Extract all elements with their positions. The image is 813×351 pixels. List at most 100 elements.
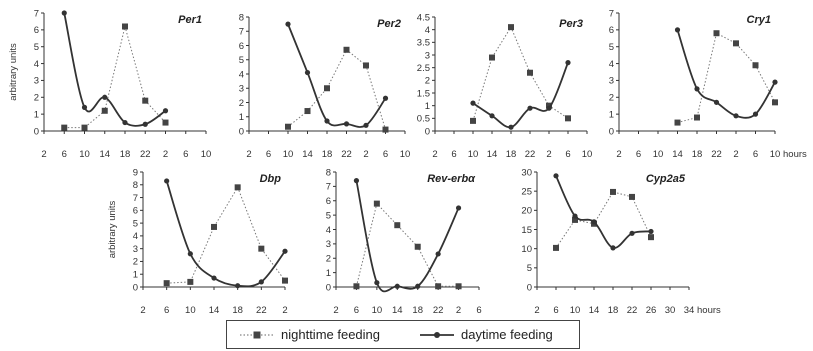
x-tick-label-cry1: 6 — [636, 149, 641, 160]
x-tick-label-cyp2a5: 30 — [665, 305, 676, 316]
x-tick-label-per3: 2 — [432, 149, 437, 160]
y-tick-label-per2: 4 — [239, 69, 244, 80]
data-point-daytime-cry1 — [674, 27, 681, 33]
x-tick-label-cry1: 2 — [733, 149, 738, 160]
x-tick-label-rev-erb: 10 — [372, 305, 383, 316]
data-point-daytime-rev-erb — [353, 178, 360, 184]
x-tick-label-per1: 6 — [183, 149, 188, 160]
data-point-nighttime-per1 — [142, 97, 149, 104]
y-tick-label-rev-erb: 2 — [326, 254, 331, 265]
y-axis-label-dbp: arbitrary units — [107, 200, 118, 258]
data-point-daytime-cry1 — [733, 113, 739, 119]
y-tick-label-per3: 3 — [425, 50, 430, 61]
data-point-nighttime-cry1 — [772, 99, 778, 106]
data-point-daytime-per1 — [61, 10, 67, 16]
data-point-nighttime-cry1 — [694, 114, 700, 121]
data-point-daytime-per1 — [142, 121, 148, 127]
data-point-daytime-dbp — [235, 283, 241, 289]
x-tick-label-per2: 10 — [400, 149, 411, 160]
data-point-nighttime-per1 — [61, 124, 68, 131]
y-tick-label-rev-erb: 5 — [326, 210, 331, 221]
y-tick-label-dbp: 5 — [133, 218, 138, 229]
y-tick-label-cyp2a5: 5 — [527, 263, 532, 274]
y-tick-label-rev-erb: 3 — [326, 239, 331, 250]
y-tick-label-rev-erb: 0 — [326, 282, 331, 293]
chart-legend: nighttime feeding daytime feeding — [226, 320, 580, 349]
legend-label-daytime: daytime feeding — [461, 327, 553, 342]
data-point-daytime-rev-erb — [455, 205, 462, 211]
y-tick-label-per2: 7 — [239, 27, 244, 38]
data-point-daytime-per3 — [565, 60, 571, 66]
x-tick-label-per2: 6 — [266, 149, 271, 160]
x-tick-label-dbp: 14 — [209, 305, 220, 316]
data-point-daytime-per3 — [546, 105, 552, 111]
data-point-nighttime-per2 — [382, 126, 389, 133]
data-point-daytime-per3 — [489, 113, 495, 119]
data-point-daytime-cry1 — [772, 79, 778, 85]
y-tick-label-dbp: 6 — [133, 206, 138, 217]
data-point-nighttime-per1 — [81, 124, 88, 131]
y-tick-label-per1: 2 — [34, 93, 39, 104]
x-tick-label-dbp: 10 — [185, 305, 196, 316]
y-tick-label-per3: 2.5 — [417, 63, 430, 74]
data-point-daytime-per3 — [470, 100, 476, 106]
series-line-nighttime-per1 — [64, 26, 166, 129]
y-tick-label-dbp: 1 — [133, 270, 138, 281]
y-tick-label-cyp2a5: 0 — [527, 282, 532, 293]
y-tick-label-per3: 0.5 — [417, 114, 430, 125]
data-point-daytime-rev-erb — [374, 280, 380, 286]
y-tick-label-per3: 1 — [425, 101, 430, 112]
data-point-daytime-dbp — [282, 248, 288, 254]
series-line-nighttime-per2 — [287, 48, 386, 130]
x-tick-label-cyp2a5: 26 — [646, 305, 657, 316]
series-line-daytime-cry1 — [676, 29, 776, 119]
x-tick-label-dbp: 2 — [282, 305, 287, 316]
y-tick-label-rev-erb: 4 — [326, 225, 331, 236]
data-point-daytime-per2 — [304, 69, 311, 76]
data-point-daytime-cyp2a5 — [591, 219, 597, 225]
x-tick-label-dbp: 2 — [140, 305, 145, 316]
data-point-nighttime-per3 — [470, 117, 476, 124]
y-tick-label-per3: 3.5 — [417, 38, 430, 49]
y-tick-label-cry1: 6 — [609, 25, 614, 36]
y-tick-label-cyp2a5: 25 — [521, 186, 532, 197]
data-point-daytime-rev-erb — [435, 251, 441, 257]
y-tick-label-per1: 3 — [34, 76, 39, 87]
x-tick-label-per1: 2 — [41, 149, 46, 160]
data-point-daytime-dbp — [164, 178, 170, 184]
x-axis-label-cry1: hours — [783, 149, 807, 160]
y-tick-label-per1: 4 — [34, 59, 39, 70]
y-tick-label-cry1: 0 — [609, 126, 614, 137]
x-tick-label-per2: 18 — [322, 149, 333, 160]
data-point-nighttime-cyp2a5 — [572, 216, 578, 223]
panel-title-per1: Per1 — [178, 14, 202, 26]
y-tick-label-per1: 1 — [34, 109, 39, 120]
x-tick-label-dbp: 22 — [256, 305, 267, 316]
x-tick-label-rev-erb: 18 — [412, 305, 423, 316]
x-tick-label-cyp2a5: 14 — [589, 305, 600, 316]
y-tick-label-per3: 2 — [425, 76, 430, 87]
data-point-nighttime-dbp — [163, 280, 170, 287]
y-tick-label-cry1: 2 — [609, 93, 614, 104]
y-tick-label-cry1: 1 — [609, 109, 614, 120]
data-point-daytime-per1 — [81, 104, 88, 110]
x-tick-label-per3: 22 — [525, 149, 536, 160]
x-tick-label-cry1: 10 — [770, 149, 781, 160]
data-point-nighttime-per3 — [508, 24, 514, 31]
data-point-nighttime-per2 — [324, 85, 330, 92]
data-point-nighttime-per2 — [343, 46, 350, 53]
data-point-daytime-cyp2a5 — [648, 228, 654, 235]
y-tick-label-rev-erb: 7 — [326, 182, 331, 193]
panel-title-cyp2a5: Cyp2a5 — [646, 173, 686, 185]
x-tick-label-per3: 10 — [582, 149, 593, 160]
x-tick-label-per2: 22 — [341, 149, 352, 160]
y-tick-label-cry1: 4 — [609, 59, 614, 70]
data-point-daytime-per1 — [102, 94, 108, 100]
x-tick-label-per3: 6 — [565, 149, 570, 160]
data-point-nighttime-per1 — [101, 107, 108, 114]
legend-swatch-nighttime — [240, 331, 274, 338]
